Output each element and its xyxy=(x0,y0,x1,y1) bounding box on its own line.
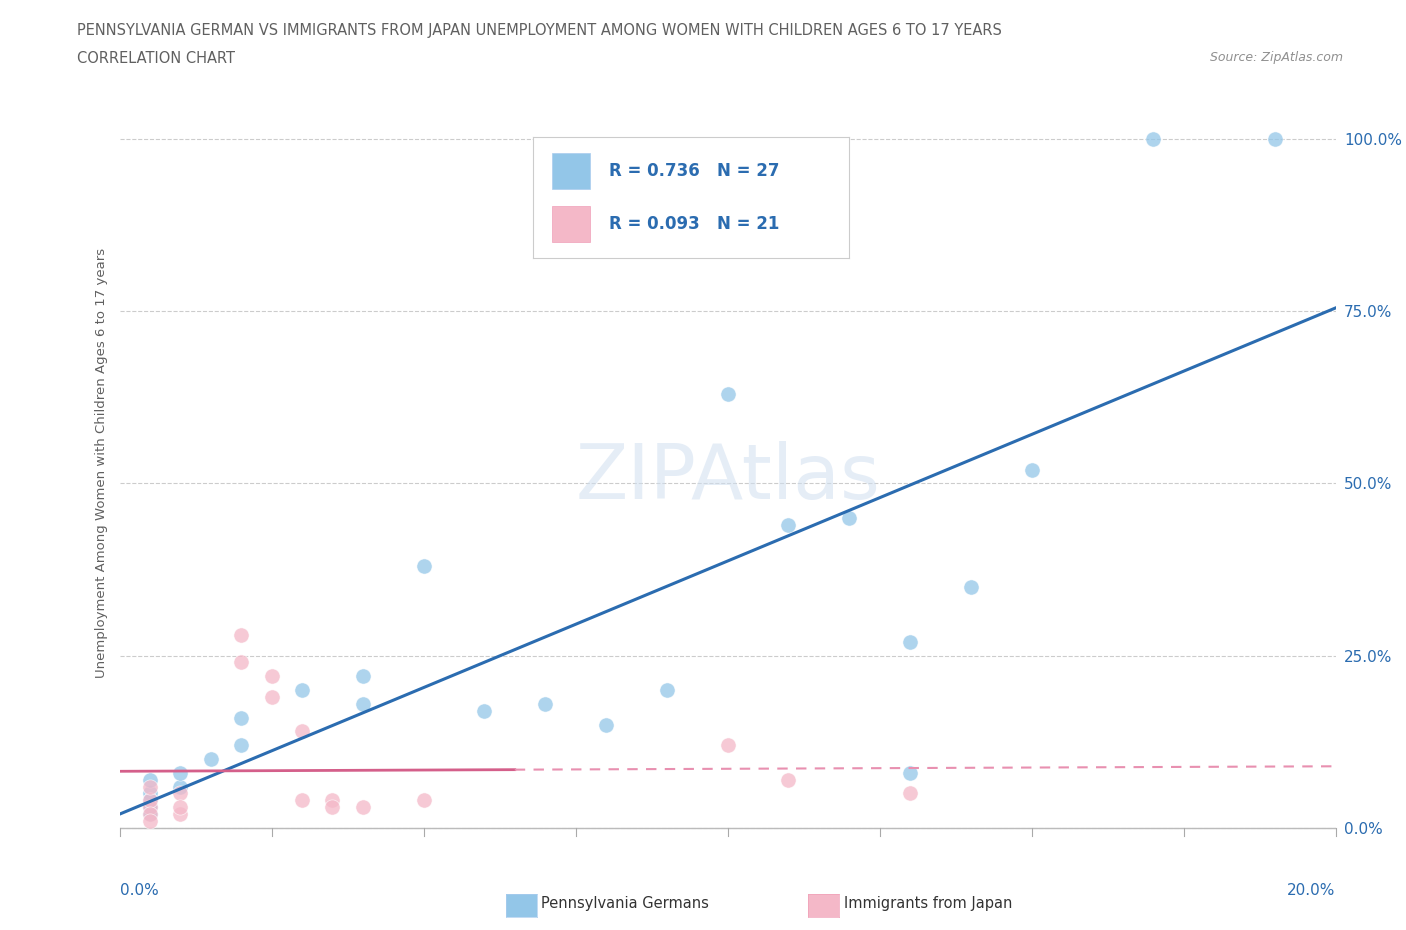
Point xyxy=(534,697,557,711)
Point xyxy=(717,386,740,401)
Point xyxy=(169,786,191,801)
Point xyxy=(1264,131,1286,146)
Text: Source: ZipAtlas.com: Source: ZipAtlas.com xyxy=(1209,51,1343,64)
Point xyxy=(352,669,374,684)
Point xyxy=(1142,131,1164,146)
Point xyxy=(472,703,496,718)
Point xyxy=(231,628,253,643)
Text: PENNSYLVANIA GERMAN VS IMMIGRANTS FROM JAPAN UNEMPLOYMENT AMONG WOMEN WITH CHILD: PENNSYLVANIA GERMAN VS IMMIGRANTS FROM J… xyxy=(77,23,1002,38)
Point xyxy=(717,737,740,752)
Point xyxy=(321,793,343,808)
Y-axis label: Unemployment Among Women with Children Ages 6 to 17 years: Unemployment Among Women with Children A… xyxy=(96,247,108,678)
Point xyxy=(139,772,162,787)
Point xyxy=(655,683,678,698)
Point xyxy=(139,786,162,801)
Point xyxy=(139,800,162,815)
Text: 0.0%: 0.0% xyxy=(120,884,159,898)
Point xyxy=(412,793,434,808)
Point xyxy=(139,793,162,808)
Point xyxy=(291,683,314,698)
Point xyxy=(231,711,253,725)
Point xyxy=(169,765,191,780)
Point xyxy=(260,669,283,684)
Point xyxy=(200,751,222,766)
Point xyxy=(260,689,283,704)
Point xyxy=(139,800,162,815)
Text: Pennsylvania Germans: Pennsylvania Germans xyxy=(541,897,709,911)
Text: ZIPAtlas: ZIPAtlas xyxy=(575,441,880,515)
Point xyxy=(169,806,191,821)
Point xyxy=(1021,462,1043,477)
Text: Immigrants from Japan: Immigrants from Japan xyxy=(844,897,1012,911)
Point xyxy=(838,511,860,525)
Point xyxy=(169,779,191,794)
Point xyxy=(139,793,162,808)
Point xyxy=(412,559,434,574)
Point xyxy=(352,800,374,815)
Point xyxy=(898,786,921,801)
Point xyxy=(231,737,253,752)
Point xyxy=(231,655,253,670)
Point xyxy=(291,793,314,808)
Point xyxy=(139,779,162,794)
Point xyxy=(352,697,374,711)
Point xyxy=(595,717,617,732)
Point xyxy=(898,765,921,780)
Point xyxy=(960,579,983,594)
Point xyxy=(139,806,162,821)
Point xyxy=(778,772,800,787)
Point xyxy=(321,800,343,815)
Point xyxy=(139,814,162,829)
Point xyxy=(291,724,314,738)
Point xyxy=(778,517,800,532)
Text: 20.0%: 20.0% xyxy=(1288,884,1336,898)
Point xyxy=(169,800,191,815)
Text: CORRELATION CHART: CORRELATION CHART xyxy=(77,51,235,66)
Point xyxy=(898,634,921,649)
Point xyxy=(139,806,162,821)
